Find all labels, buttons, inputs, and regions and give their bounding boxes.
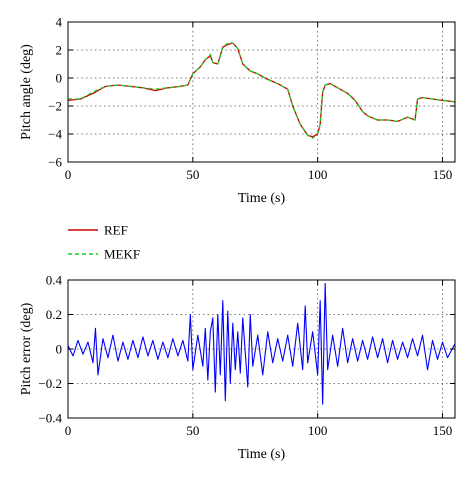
y-tick-label: 0.2 — [46, 307, 62, 322]
y-tick-label: −4 — [48, 127, 62, 142]
x-tick-label: 100 — [308, 167, 328, 182]
x-tick-label: 150 — [433, 167, 453, 182]
y-tick-label: 0 — [56, 71, 63, 86]
axes-box — [67, 21, 456, 163]
x-axis-label: Time (s) — [238, 191, 286, 206]
plot-panel-2: 0 50 100 150 −0.4 −0.2 0 0.2 0.4 Time (s) Pitch er… — [19, 273, 456, 462]
y-tick-label: 2 — [56, 43, 63, 58]
x-tick-label: 50 — [186, 423, 199, 438]
x-tick-label: 100 — [308, 423, 328, 438]
x-axis-label: Time (s) — [238, 447, 286, 462]
y-tick-label: −2 — [48, 99, 62, 114]
series-line-mekf — [68, 42, 455, 139]
x-tick-label: 150 — [433, 423, 453, 438]
y-axis-label: Pitch angle (deg) — [19, 44, 34, 140]
x-tick-label: 50 — [186, 167, 199, 182]
legend-label-mekf: MEKF — [104, 247, 140, 262]
y-tick-label: −6 — [48, 155, 62, 170]
x-tick-label: 0 — [65, 167, 72, 182]
y-tick-label: 4 — [56, 15, 63, 30]
y-axis-label: Pitch error (deg) — [19, 302, 34, 395]
y-tick-label: −0.2 — [38, 376, 62, 391]
y-tick-label: 0 — [56, 342, 63, 357]
y-tick-label: −0.4 — [38, 411, 62, 426]
legend-label-ref: REF — [104, 223, 128, 238]
series-line-ref — [68, 42, 455, 138]
series-line-pitch-error — [68, 282, 455, 405]
plot-panel-1: 0 50 100 150 −6 −4 −2 0 2 4 Time (s) Pitch angle (d… — [19, 15, 456, 206]
y-tick-label: 0.4 — [46, 273, 63, 288]
legend: REF MEKF — [68, 223, 140, 262]
x-tick-label: 0 — [65, 423, 72, 438]
